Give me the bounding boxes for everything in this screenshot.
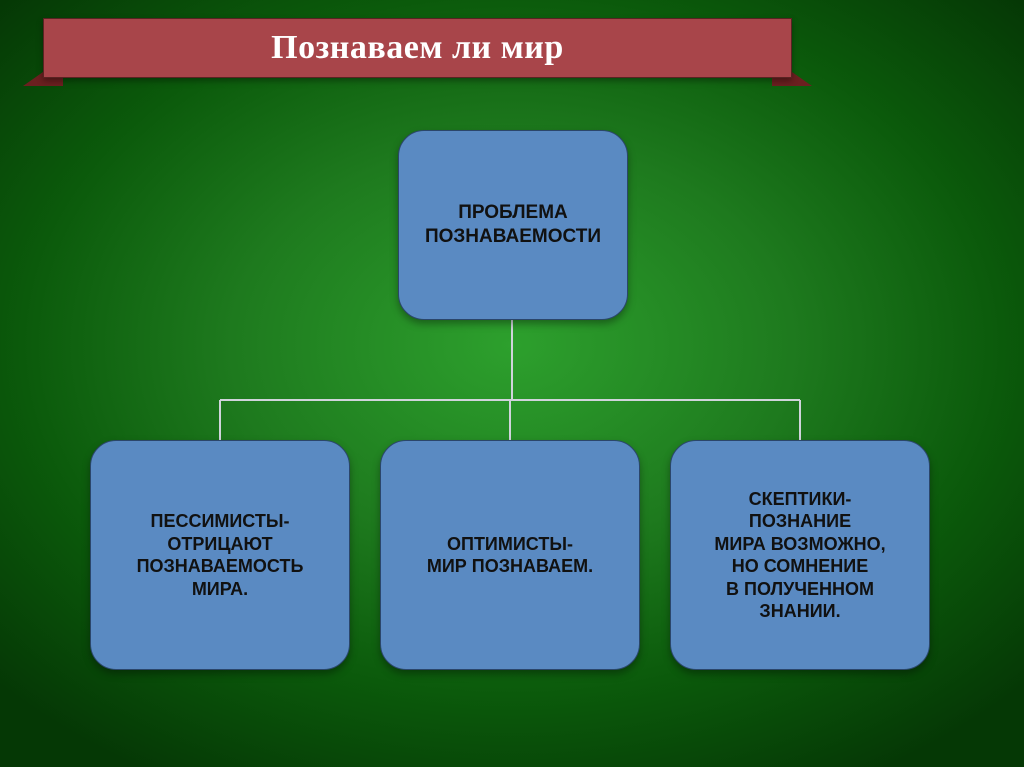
node-child-2-label: СКЕПТИКИ- ПОЗНАНИЕ МИРА ВОЗМОЖНО, НО СОМ… bbox=[714, 488, 885, 623]
node-child-1-label: ОПТИМИСТЫ- МИР ПОЗНАВАЕМ. bbox=[427, 533, 593, 578]
connector-child-2-v bbox=[799, 400, 801, 440]
banner-body: Познаваем ли мир bbox=[43, 18, 792, 78]
node-root-label: ПРОБЛЕМА ПОЗНАВАЕМОСТИ bbox=[425, 201, 601, 249]
connector-child-0-v bbox=[219, 400, 221, 440]
node-child-2: СКЕПТИКИ- ПОЗНАНИЕ МИРА ВОЗМОЖНО, НО СОМ… bbox=[670, 440, 930, 670]
hierarchy-chart: ПРОБЛЕМА ПОЗНАВАЕМОСТИ ПЕССИМИСТЫ- ОТРИЦ… bbox=[0, 100, 1024, 740]
node-root: ПРОБЛЕМА ПОЗНАВАЕМОСТИ bbox=[398, 130, 628, 320]
node-child-1: ОПТИМИСТЫ- МИР ПОЗНАВАЕМ. bbox=[380, 440, 640, 670]
node-child-0-label: ПЕССИМИСТЫ- ОТРИЦАЮТ ПОЗНАВАЕМОСТЬ МИРА. bbox=[137, 510, 304, 600]
title-banner: Познаваем ли мир bbox=[35, 10, 800, 90]
page-title: Познаваем ли мир bbox=[271, 29, 564, 67]
connector-root-v bbox=[511, 320, 513, 400]
node-child-0: ПЕССИМИСТЫ- ОТРИЦАЮТ ПОЗНАВАЕМОСТЬ МИРА. bbox=[90, 440, 350, 670]
connector-child-1-v bbox=[509, 400, 511, 440]
